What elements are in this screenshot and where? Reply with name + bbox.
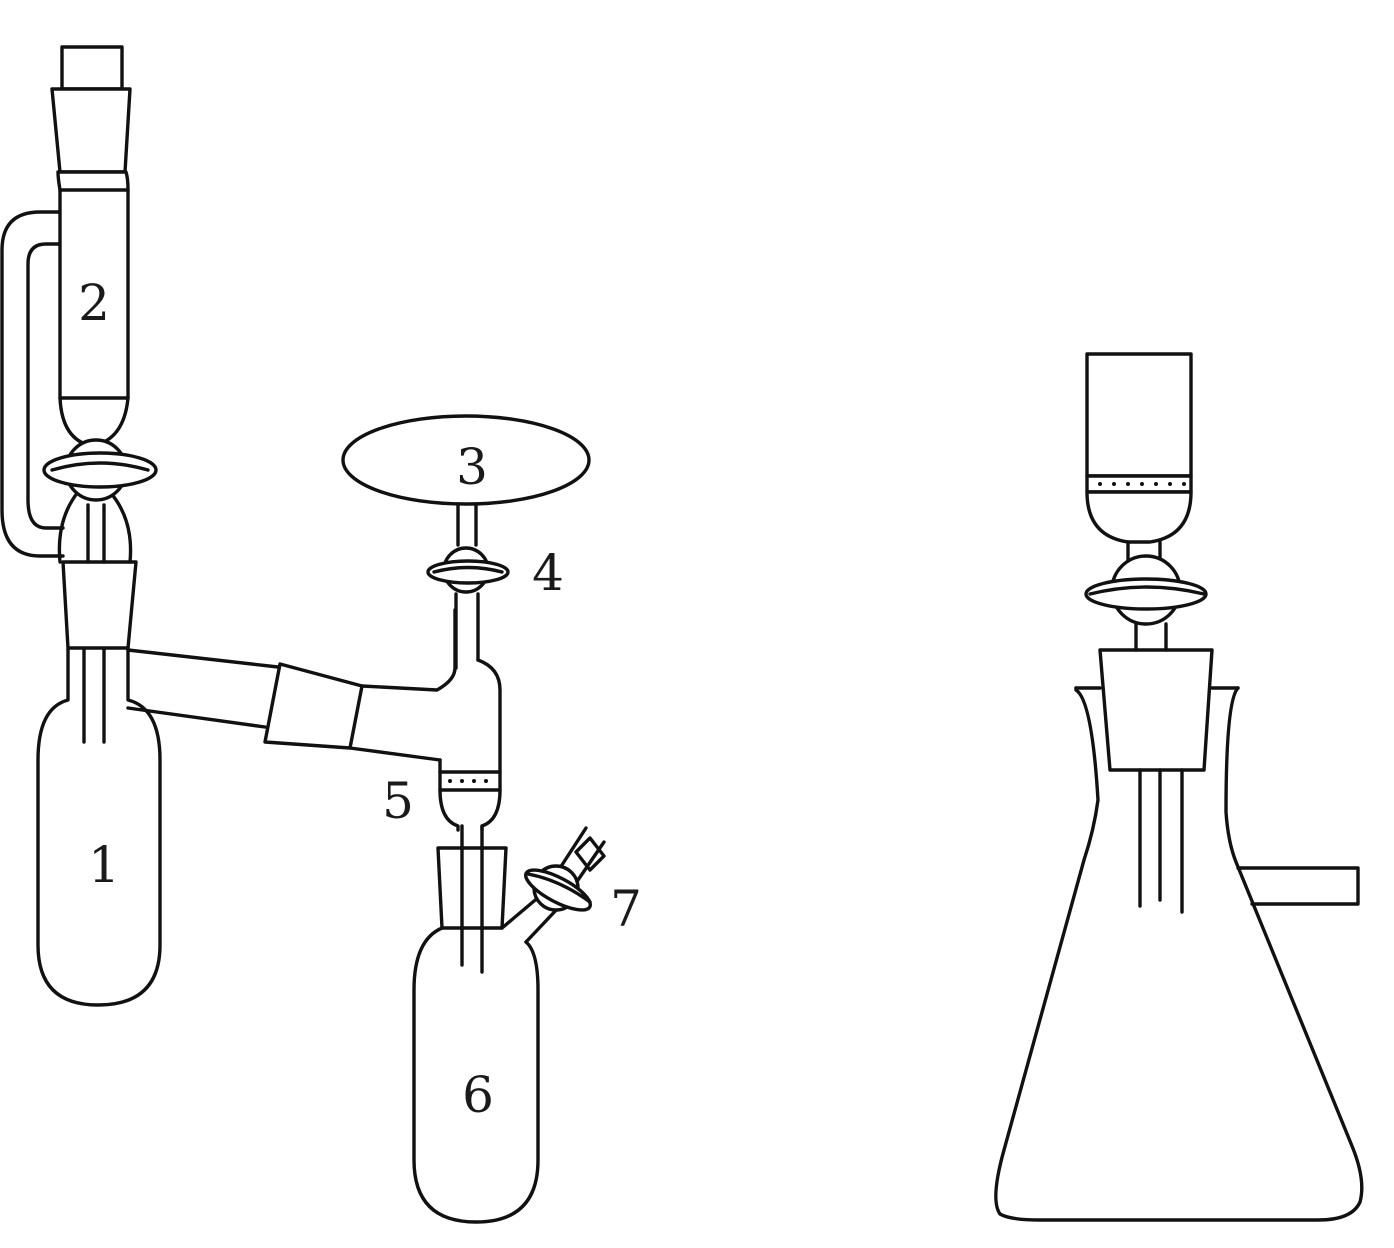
- pressure-equalizer-tube: [0, 210, 65, 558]
- receiving-flask-6: [412, 824, 606, 1224]
- diagram-labels: 1 2 3 4 5 6 7: [78, 274, 642, 1124]
- stopcock-funnel: [42, 438, 158, 502]
- funnel-frit-dots: [1098, 482, 1186, 486]
- filter-flask: [994, 686, 1364, 1222]
- stopcock-4: [426, 546, 510, 670]
- label-3: 3: [456, 438, 488, 496]
- gas-bulb-3: [341, 414, 591, 547]
- joint-lower: [61, 560, 138, 650]
- label-1: 1: [88, 836, 120, 894]
- stopcock-7: [524, 864, 592, 912]
- filter-funnel-stopper: [1098, 648, 1214, 914]
- label-2: 2: [78, 274, 110, 332]
- filter-tube-5: [438, 658, 502, 832]
- label-5: 5: [382, 772, 414, 830]
- sintered-funnel: [1084, 352, 1208, 652]
- connecting-arm: [126, 608, 457, 762]
- label-6: 6: [462, 1066, 494, 1124]
- flask-1: [36, 646, 162, 1007]
- label-7: 7: [610, 880, 642, 938]
- label-4: 4: [532, 544, 564, 602]
- filter-frit-dots: [448, 779, 488, 783]
